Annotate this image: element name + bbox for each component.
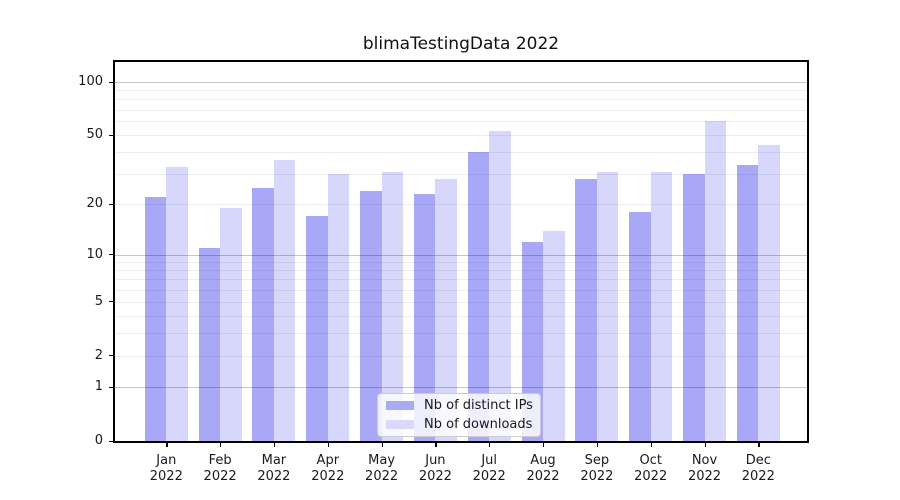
gridline-minor-20 (115, 204, 807, 206)
grid-layer (115, 62, 807, 441)
x-tick-label-may-2022: May 2022 (365, 453, 399, 484)
bar-nb-of-distinct-ips-jun-2022 (413, 193, 436, 441)
gridline-minor-2 (115, 355, 807, 357)
legend-entry-downloads: Nb of downloads (386, 417, 540, 432)
x-tick-mark-aug-2022 (543, 443, 545, 447)
y-tick-label-2: 2 (94, 347, 103, 363)
x-tick-mark-feb-2022 (220, 443, 222, 447)
x-tick-mark-mar-2022 (273, 443, 276, 447)
bars-layer (115, 62, 807, 441)
x-tick-mark-oct-2022 (650, 443, 652, 447)
bar-nb-of-distinct-ips-sep-2022 (575, 179, 597, 441)
x-tick-label-mar-2022: Mar 2022 (257, 453, 291, 484)
bar-nb-of-downloads-jan-2022 (166, 166, 188, 441)
y-tick-label-5: 5 (94, 293, 103, 309)
x-tick-label-jun-2022: Jun 2022 (418, 453, 452, 484)
y-tick-label-50: 50 (86, 127, 103, 143)
plot-area: Nb of distinct IPs Nb of downloads (113, 60, 809, 443)
legend-swatch-downloads (386, 420, 414, 429)
bar-nb-of-downloads-oct-2022 (650, 171, 673, 441)
x-tick-label-nov-2022: Nov 2022 (687, 453, 722, 484)
gridline-minor-4 (115, 315, 807, 317)
bar-nb-of-distinct-ips-jan-2022 (144, 197, 167, 441)
gridline-minor-8 (115, 270, 807, 272)
gridline-major-10 (115, 254, 807, 256)
gridline-minor-80 (115, 99, 807, 101)
y-tick-label-100: 100 (78, 74, 103, 90)
x-tick-mark-nov-2022 (704, 443, 706, 447)
x-axis: Jan 2022 Feb 2022 Mar 2022 Apr 2022 May 2022… (115, 441, 807, 497)
bar-nb-of-distinct-ips-mar-2022 (252, 187, 274, 441)
gridline-minor-9 (115, 262, 807, 263)
y-axis: 0 1 2 5 10 20 50 100 (0, 62, 113, 448)
x-tick-label-oct-2022: Oct 2022 (634, 453, 668, 484)
gridline-minor-40 (115, 152, 807, 154)
y-tick-mark-20 (109, 203, 113, 206)
x-tick-mark-apr-2022 (327, 443, 330, 447)
gridline-minor-3 (115, 333, 807, 335)
y-tick-mark-100 (109, 81, 113, 83)
x-tick-label-aug-2022: Aug 2022 (526, 453, 560, 484)
gridline-minor-30 (115, 174, 807, 175)
y-tick-mark-1 (109, 386, 113, 388)
gridline-major-1 (115, 387, 807, 389)
y-tick-label-1: 1 (94, 379, 103, 395)
bar-nb-of-downloads-apr-2022 (327, 174, 350, 441)
bar-nb-of-distinct-ips-dec-2022 (736, 164, 759, 441)
gridline-major-100 (115, 82, 807, 84)
bar-nb-of-downloads-jul-2022 (489, 130, 511, 441)
y-tick-mark-10 (109, 254, 113, 256)
bar-nb-of-distinct-ips-apr-2022 (306, 216, 328, 441)
gridline-minor-60 (115, 121, 807, 123)
x-tick-label-apr-2022: Apr 2022 (311, 453, 345, 484)
x-tick-mark-jul-2022 (489, 443, 491, 447)
legend-entry-distinct-ips: Nb of distinct IPs (386, 398, 540, 413)
x-tick-mark-jan-2022 (166, 443, 168, 447)
y-tick-label-0: 0 (94, 433, 103, 448)
bar-nb-of-downloads-aug-2022 (543, 230, 565, 441)
bar-nb-of-distinct-ips-may-2022 (360, 190, 382, 441)
bar-nb-of-downloads-sep-2022 (596, 171, 619, 441)
x-tick-label-jul-2022: Jul 2022 (472, 453, 506, 484)
x-tick-label-dec-2022: Dec 2022 (741, 453, 775, 484)
y-tick-mark-5 (109, 301, 113, 303)
bar-nb-of-downloads-nov-2022 (704, 121, 726, 441)
y-tick-label-20: 20 (86, 196, 103, 212)
y-tick-mark-2 (109, 355, 113, 357)
bar-nb-of-distinct-ips-oct-2022 (629, 212, 651, 441)
y-tick-mark-0 (109, 440, 113, 442)
bar-nb-of-downloads-jun-2022 (435, 179, 457, 441)
legend-label-distinct-ips: Nb of distinct IPs (424, 398, 533, 413)
x-tick-mark-jun-2022 (435, 443, 437, 447)
y-tick-label-10: 10 (86, 246, 103, 262)
x-tick-mark-dec-2022 (758, 443, 760, 447)
x-tick-mark-sep-2022 (596, 443, 599, 447)
bar-nb-of-downloads-may-2022 (381, 171, 404, 441)
x-tick-label-feb-2022: Feb 2022 (203, 453, 237, 484)
gridline-minor-70 (115, 109, 807, 111)
legend-label-downloads: Nb of downloads (424, 417, 533, 432)
bar-nb-of-downloads-mar-2022 (273, 160, 296, 441)
chart-title: blimaTestingData 2022 (362, 34, 560, 54)
x-tick-mark-may-2022 (381, 443, 383, 447)
y-tick-mark-50 (109, 134, 113, 137)
bar-nb-of-distinct-ips-aug-2022 (521, 241, 543, 441)
gridline-minor-90 (115, 90, 807, 92)
x-tick-label-sep-2022: Sep 2022 (580, 453, 614, 484)
bar-nb-of-downloads-dec-2022 (758, 145, 780, 441)
x-tick-label-jan-2022: Jan 2022 (149, 453, 183, 484)
legend-swatch-distinct-ips (386, 401, 414, 410)
bar-nb-of-downloads-feb-2022 (220, 208, 242, 441)
gridline-minor-50 (115, 135, 807, 137)
gridline-minor-6 (115, 289, 807, 291)
bar-nb-of-distinct-ips-jul-2022 (467, 152, 490, 441)
gridline-minor-7 (115, 279, 807, 281)
gridline-minor-5 (115, 301, 807, 303)
bar-nb-of-distinct-ips-nov-2022 (683, 174, 705, 441)
legend: Nb of distinct IPs Nb of downloads (377, 393, 541, 437)
bar-nb-of-distinct-ips-feb-2022 (198, 247, 221, 441)
